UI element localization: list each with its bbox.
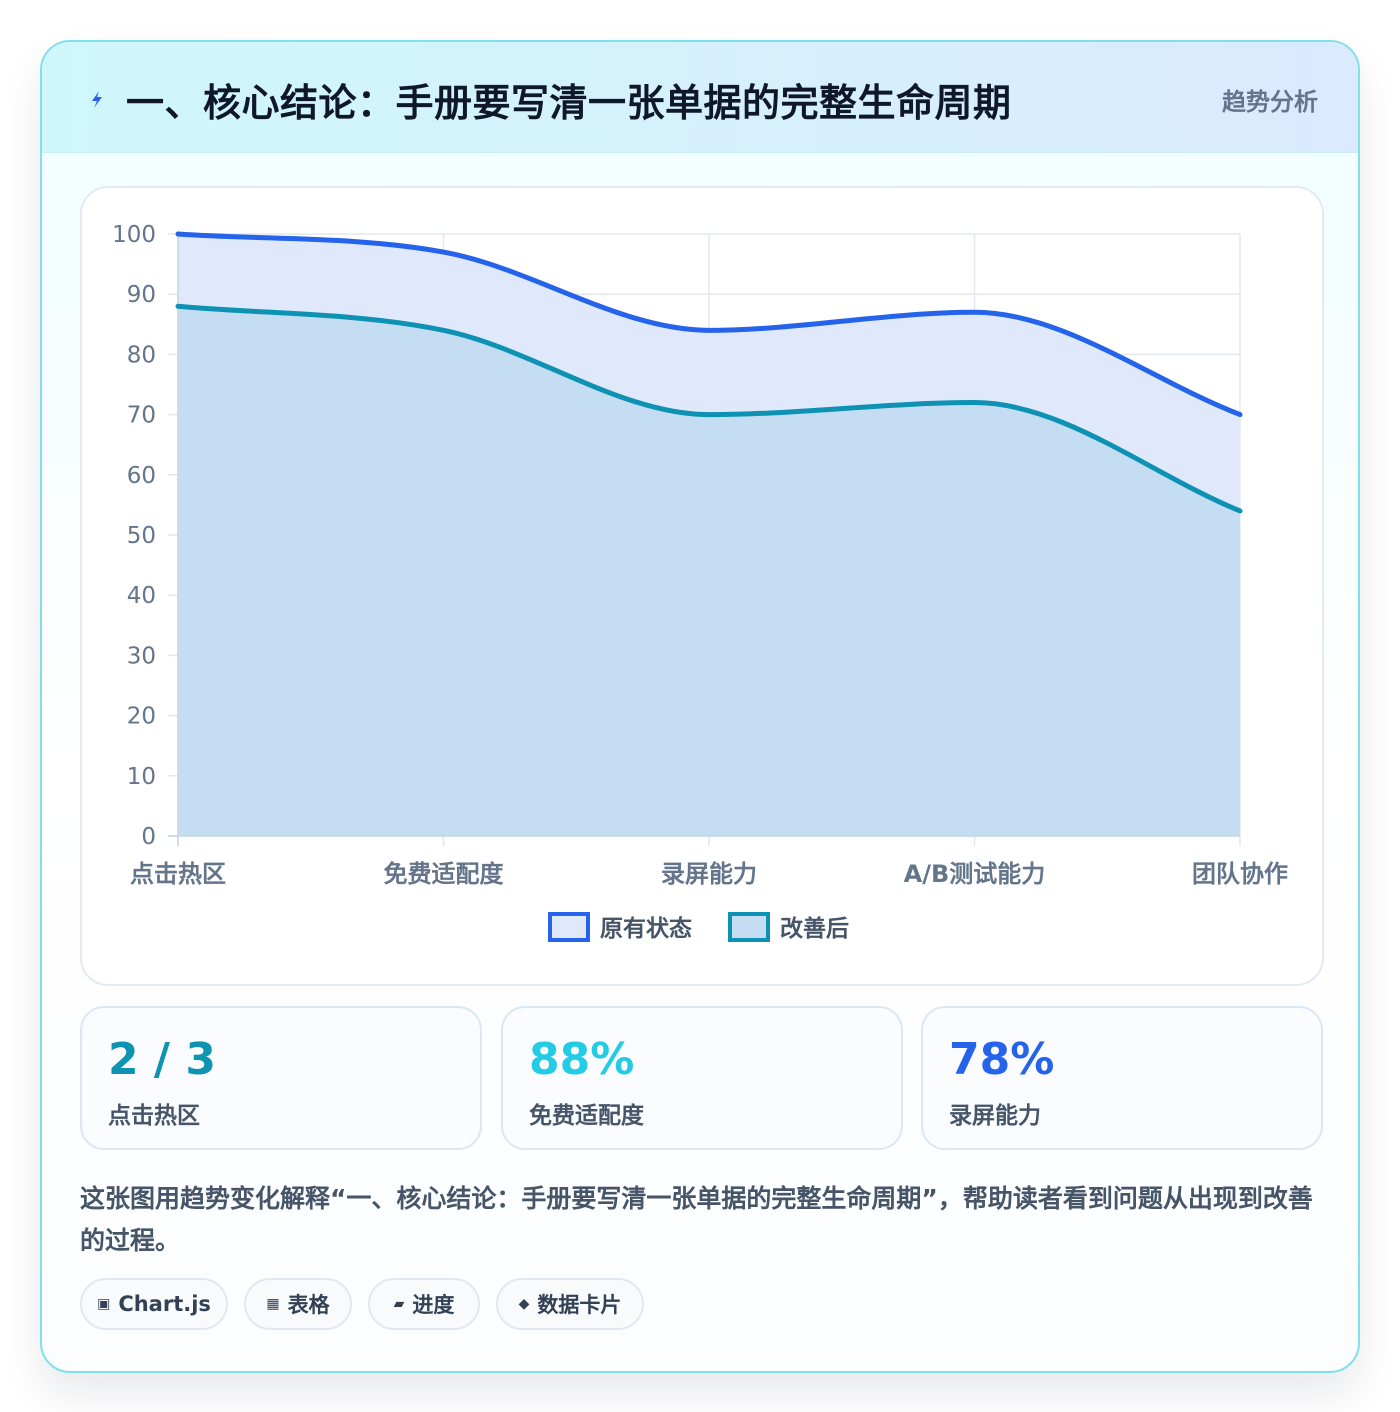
legend-label: 改善后 <box>780 915 849 942</box>
stat-cards: 2 / 3 点击热区 88% 免费适配度 78% 录屏能力 <box>80 1006 1324 1150</box>
x-tick-label: 团队协作 <box>1192 860 1288 888</box>
y-tick-label: 100 <box>112 222 156 248</box>
grid-icon: ▦ <box>266 1296 280 1312</box>
progress-icon: ▰ <box>393 1296 405 1312</box>
y-tick-label: 0 <box>141 824 156 850</box>
chart-card: 一、核心结论：手册要写清一张单据的完整生命周期 趋势分析 0 10 20 30 40 50… <box>40 40 1360 1373</box>
chip-table[interactable]: ▦ 表格 <box>244 1278 352 1330</box>
y-tick-label: 70 <box>127 403 156 429</box>
area-chart: 0 10 20 30 40 50 60 70 80 90 100 点击热区 免费适配度 录屏能力 A/B测试… <box>112 222 1288 942</box>
lightning-icon <box>92 91 102 108</box>
chip-label: 表格 <box>287 1293 330 1317</box>
card-header: 一、核心结论：手册要写清一张单据的完整生命周期 趋势分析 <box>42 42 1358 153</box>
header-tag: 趋势分析 <box>1222 88 1318 116</box>
y-tick-label: 10 <box>127 764 156 790</box>
y-tick-label: 60 <box>127 463 156 489</box>
chart-description: 这张图用趋势变化解释“一、核心结论：手册要写清一张单据的完整生命周期”，帮助读者… <box>80 1184 1313 1255</box>
y-tick-label: 50 <box>127 523 156 549</box>
square-icon: ▣ <box>97 1296 111 1312</box>
chip-label: 数据卡片 <box>537 1293 622 1317</box>
stat-value: 88% <box>529 1034 635 1085</box>
x-tick-label: 点击热区 <box>130 860 226 888</box>
chip-label: Chart.js <box>118 1292 211 1316</box>
stat-value: 78% <box>949 1034 1055 1085</box>
stat-label: 录屏能力 <box>949 1103 1041 1129</box>
stat-label: 点击热区 <box>108 1103 200 1129</box>
x-tick-label: A/B测试能力 <box>904 860 1046 888</box>
stat-card: 2 / 3 点击热区 <box>80 1006 482 1150</box>
legend-swatch <box>728 912 770 942</box>
x-tick-label: 免费适配度 <box>384 860 505 888</box>
y-tick-label: 40 <box>127 583 156 609</box>
chip-chartjs[interactable]: ▣ Chart.js <box>80 1278 228 1330</box>
chip-progress[interactable]: ▰ 进度 <box>368 1278 480 1330</box>
series-line-2 <box>175 303 1243 514</box>
stat-card: 78% 录屏能力 <box>921 1006 1323 1150</box>
stat-label: 免费适配度 <box>529 1103 644 1129</box>
stat-card: 88% 免费适配度 <box>501 1006 903 1150</box>
x-tick-label: 录屏能力 <box>661 860 757 888</box>
y-tick-label: 30 <box>127 643 156 669</box>
chip-data-card[interactable]: ◆ 数据卡片 <box>496 1278 644 1330</box>
chip-label: 进度 <box>412 1293 455 1317</box>
series-line-1 <box>175 231 1243 418</box>
stat-value: 2 / 3 <box>108 1034 216 1085</box>
page-title: 一、核心结论：手册要写清一张单据的完整生命周期 <box>126 81 1012 125</box>
legend-label: 原有状态 <box>600 915 692 942</box>
legend-swatch <box>548 912 590 942</box>
chart-container: 0 10 20 30 40 50 60 70 80 90 100 点击热区 免费适配度 录屏能力 A/B测试… <box>80 186 1324 986</box>
diamond-icon: ◆ <box>518 1296 530 1312</box>
y-tick-label: 90 <box>127 282 156 308</box>
y-tick-label: 20 <box>127 704 156 730</box>
series-area-2 <box>178 306 1240 836</box>
y-tick-label: 80 <box>127 342 156 368</box>
